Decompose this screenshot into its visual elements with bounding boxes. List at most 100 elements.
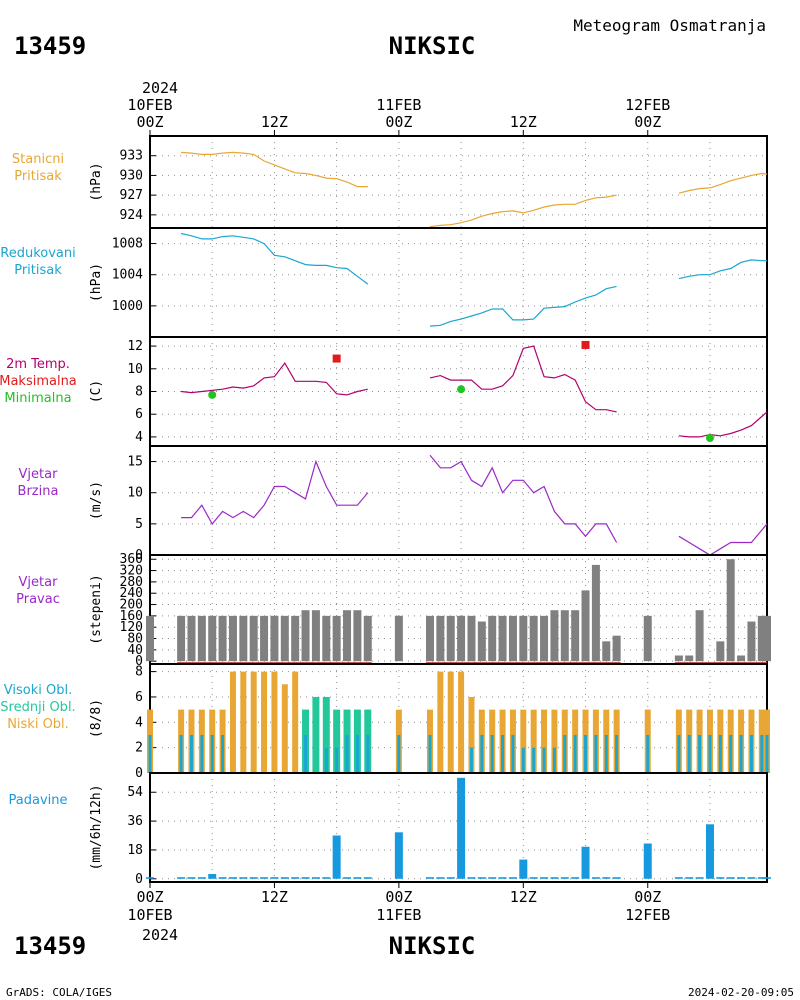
panel-label-line: Pritisak — [14, 263, 62, 278]
direction-bar — [436, 615, 445, 662]
station-name-top: NIKSIC — [389, 32, 476, 60]
precip-bar — [529, 877, 538, 879]
top-time-label: 00Z — [385, 113, 412, 131]
low-cloud-bar — [520, 709, 527, 773]
high-cloud-bar — [677, 734, 681, 773]
y-axis-label: (m/s) — [89, 481, 104, 520]
high-cloud-bar — [179, 734, 183, 773]
high-cloud-bar — [594, 734, 598, 773]
direction-bar — [571, 610, 580, 662]
direction-bar — [602, 641, 611, 662]
precip-bar — [737, 877, 746, 879]
precip-bar — [726, 877, 735, 879]
direction-bar — [280, 615, 289, 662]
y-tick-label: 360 — [120, 552, 143, 567]
precip-bar — [695, 877, 704, 879]
y-tick-label: 280 — [120, 575, 143, 590]
y-tick-label: 320 — [120, 564, 143, 579]
high-cloud-bar — [469, 747, 473, 773]
high-cloud-bar — [490, 734, 494, 773]
y-tick-label: 120 — [120, 620, 143, 635]
min-temp-point — [208, 390, 217, 399]
direction-bar — [228, 615, 237, 662]
panels-layer: 924927930933(hPa)StanicniPritisak1000100… — [0, 135, 771, 887]
top-time-label: 12Z — [510, 113, 537, 131]
precip-bar — [228, 877, 237, 879]
y-tick-label: 1000 — [112, 299, 143, 314]
direction-bar — [187, 615, 196, 662]
panel-precipitation: 0 18 36 54 (mm/6h/12h) Padavine — [9, 772, 771, 887]
low-cloud-bar — [292, 671, 299, 773]
precip-bar — [519, 859, 528, 879]
bottom-date-label: 12FEB — [625, 906, 670, 924]
max-temp-point — [581, 340, 590, 349]
precip-bar — [467, 877, 476, 879]
direction-bar — [581, 590, 590, 662]
precip-bar — [425, 877, 434, 879]
y-tick-label: 10 — [127, 362, 143, 377]
low-cloud-bar — [250, 671, 257, 773]
high-cloud-bar — [428, 734, 432, 773]
y-tick-label: 924 — [120, 208, 144, 223]
high-cloud-bar — [573, 734, 577, 773]
y-axis-label: (stepeni) — [89, 574, 104, 644]
series-line — [429, 285, 617, 327]
panel-label-line: Redukovani — [0, 246, 75, 261]
low-cloud-bar — [281, 684, 288, 773]
low-cloud-bar — [468, 696, 475, 773]
precip-bar — [270, 877, 279, 879]
series-line — [180, 232, 369, 285]
series-line — [429, 345, 617, 413]
y-tick-label: 40 — [127, 643, 143, 658]
mid-cloud-bar — [312, 696, 320, 773]
high-cloud-bar — [304, 734, 308, 773]
precip-bar — [581, 846, 590, 879]
precip-bar — [763, 877, 771, 879]
direction-bar — [540, 615, 549, 662]
low-cloud-bar — [229, 671, 236, 773]
low-cloud-bar — [541, 709, 548, 773]
y-tick-label: 927 — [120, 188, 143, 203]
direction-bar — [208, 615, 217, 662]
high-cloud-bar — [366, 734, 370, 773]
precip-bar — [498, 877, 507, 879]
y-tick-label: 0 — [135, 766, 143, 781]
y-tick-label: 0 — [135, 654, 143, 669]
low-cloud-bar — [261, 671, 268, 773]
direction-bar — [716, 641, 725, 662]
y-tick-label: 36 — [127, 814, 143, 829]
precip-bar — [477, 877, 486, 879]
y-tick-label: 80 — [127, 632, 143, 647]
bottom-time-label: 00Z — [136, 888, 163, 906]
y-axis-label: (hPa) — [89, 263, 104, 302]
direction-bar — [218, 615, 227, 662]
direction-bar — [763, 615, 771, 662]
bottom-time-label: 00Z — [634, 888, 661, 906]
direction-bar — [550, 610, 559, 662]
precip-bar — [560, 877, 569, 879]
station-name-bottom: NIKSIC — [389, 932, 476, 960]
low-cloud-bar — [271, 671, 278, 773]
series-line — [181, 362, 368, 396]
high-cloud-bar — [501, 734, 505, 773]
high-cloud-bar — [698, 734, 702, 773]
direction-bar — [322, 615, 331, 662]
footer-timestamp: 2024-02-20-09:05 — [688, 986, 794, 999]
y-axis-label: (C) — [89, 380, 104, 403]
high-cloud-bar — [739, 734, 743, 773]
panel-label-line: Stanicni — [12, 152, 64, 167]
series-line — [181, 459, 369, 525]
precip-bar — [488, 877, 497, 879]
precip-bar — [457, 777, 466, 879]
direction-bar — [757, 615, 766, 662]
high-cloud-bar — [760, 734, 764, 773]
direction-bar — [446, 615, 455, 662]
direction-bar — [239, 615, 248, 662]
y-tick-label: 54 — [127, 785, 143, 800]
high-cloud-bar — [687, 734, 691, 773]
y-tick-label: 160 — [120, 609, 143, 624]
low-cloud-bar — [458, 671, 465, 773]
panel-label-line: Srednji Obl. — [0, 700, 75, 715]
precip-bar — [280, 877, 289, 879]
